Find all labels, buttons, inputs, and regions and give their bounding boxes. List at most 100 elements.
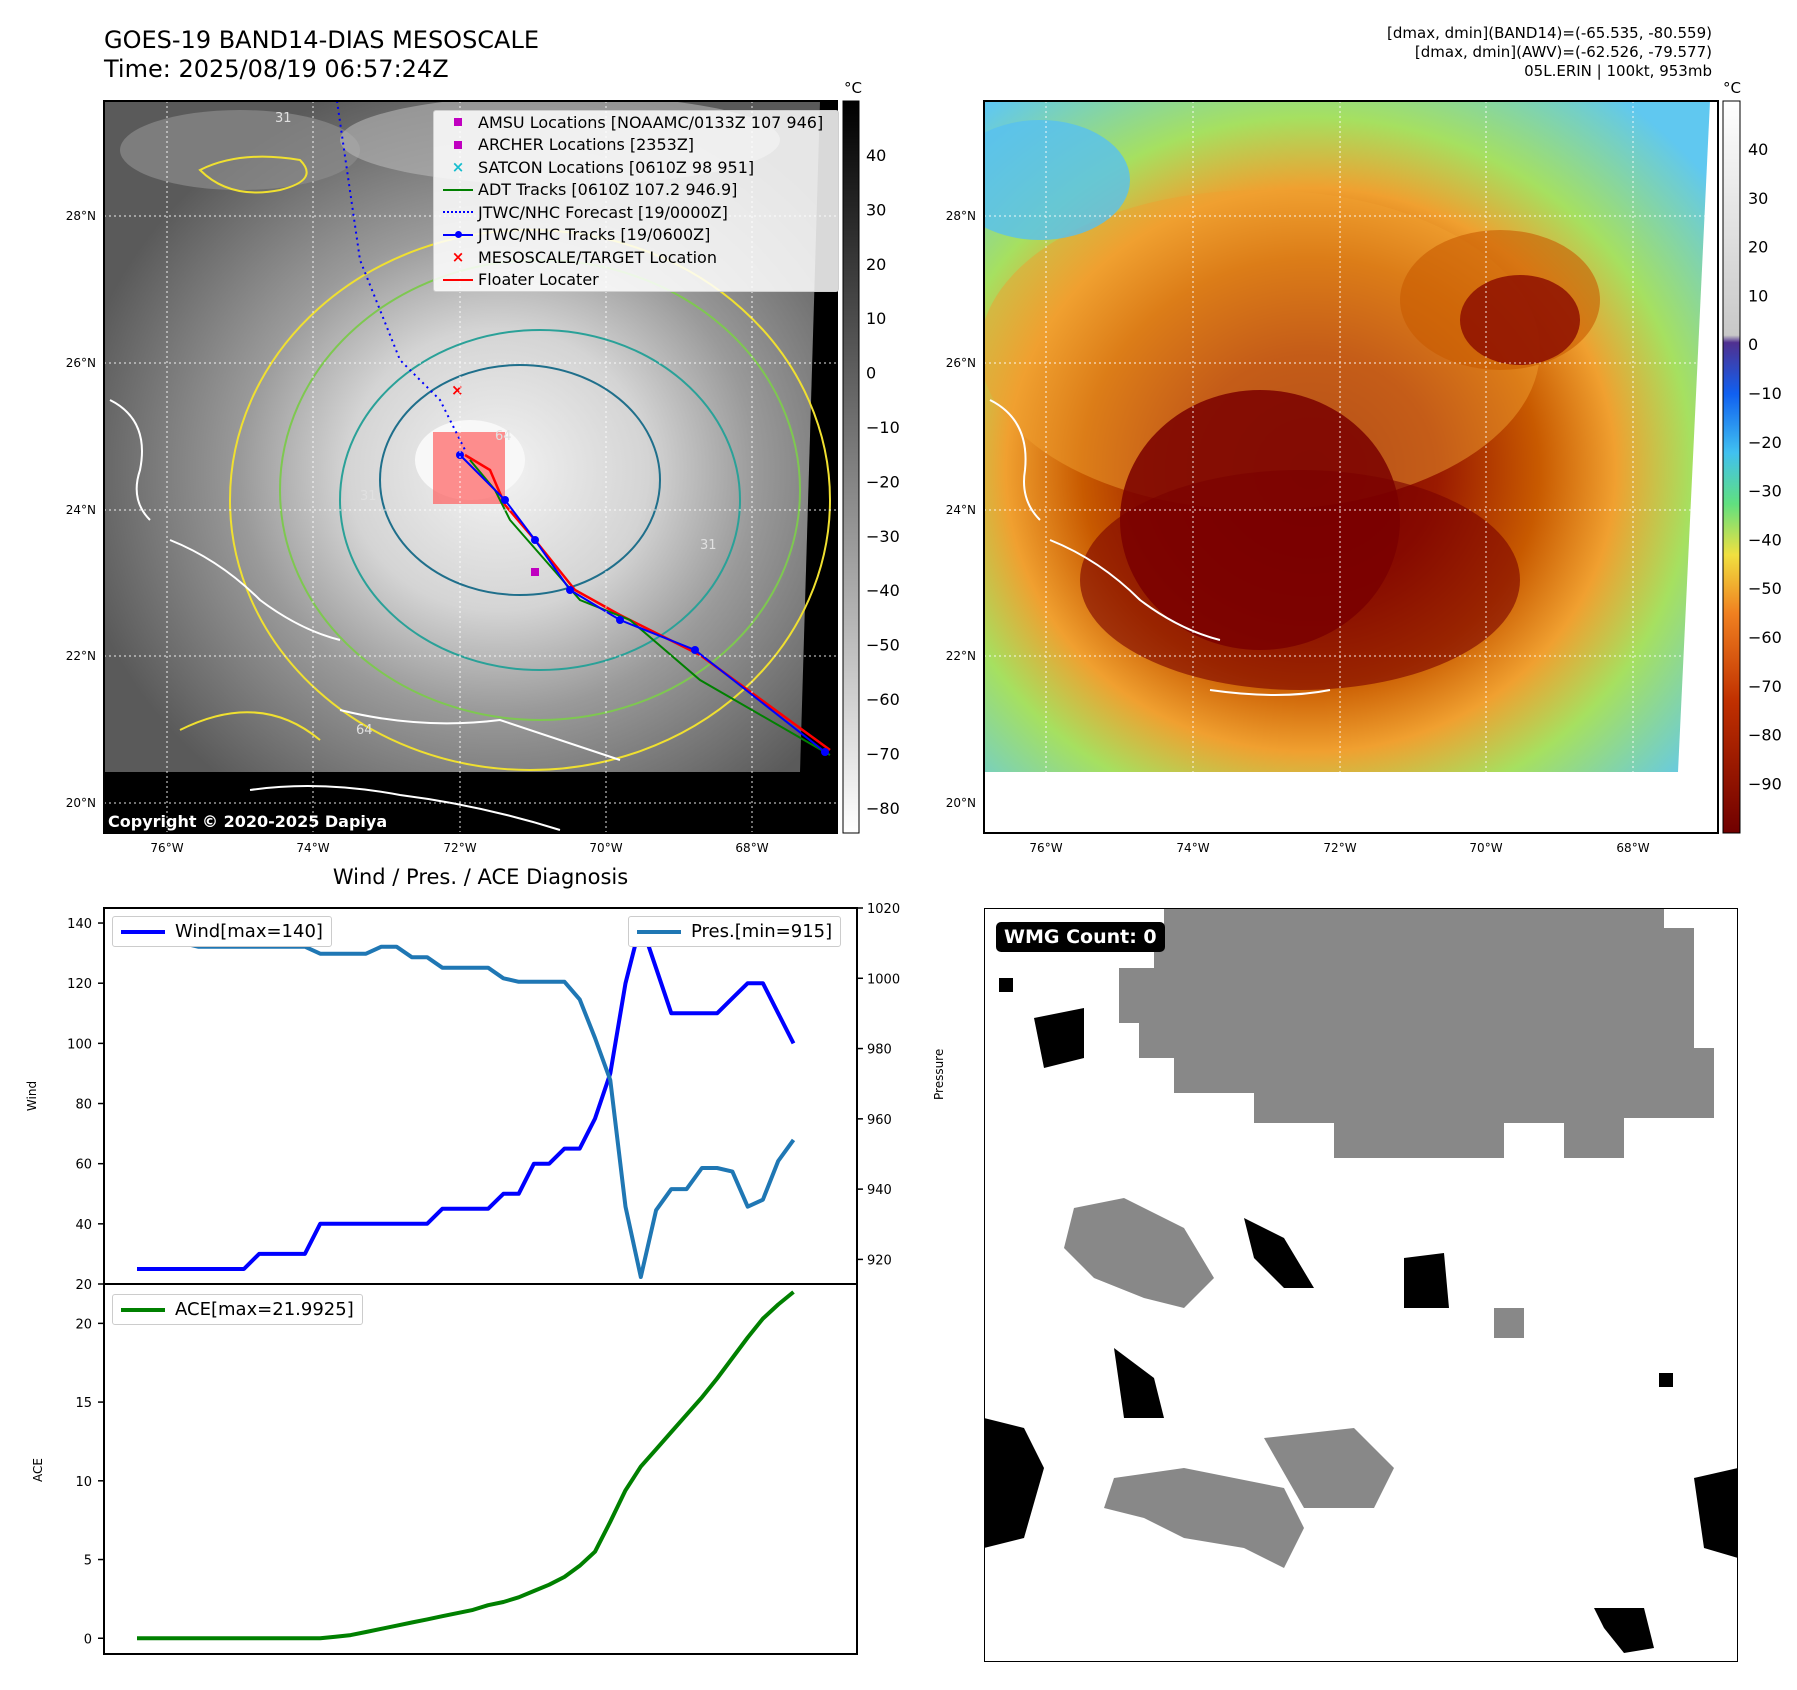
colorbar-gray [842, 100, 860, 834]
storm-info: [dmax, dmin](BAND14)=(-65.535, -80.559) … [1387, 24, 1712, 81]
y-tick-label: 120 [67, 977, 92, 992]
colorbar-tick: −10 [866, 418, 900, 437]
lon-label: 70°W [589, 841, 622, 855]
colorbar-tick: −80 [866, 799, 900, 818]
pressure-legend: Pres.[min=915] [628, 916, 842, 947]
colorbar-tick: −40 [866, 581, 900, 600]
colorbar-tick: 10 [866, 309, 886, 328]
ace-series-line [137, 1290, 795, 1641]
legend-label: Floater Locater [478, 270, 599, 290]
pressure-legend-swatch [637, 929, 681, 934]
svg-text:64: 64 [356, 723, 373, 738]
pressure-series-line [137, 923, 796, 1279]
svg-text:31: 31 [700, 538, 717, 553]
lon-label: 70°W [1469, 841, 1502, 855]
colorbar-tick: −30 [1748, 482, 1782, 501]
colorbar-tick: 0 [1748, 335, 1758, 354]
lon-label: 76°W [150, 841, 183, 855]
y-tick-label: 80 [75, 1098, 92, 1113]
map-legend: AMSU Locations [NOAAMC/0133Z 107 946] ARC… [433, 110, 839, 292]
ace-legend: ACE[max=21.9925] [112, 1294, 363, 1325]
contour-labels: 31 64 64 31 31 [275, 111, 717, 738]
lon-label: 68°W [1616, 841, 1649, 855]
legend-item: AMSU Locations [NOAAMC/0133Z 107 946] [438, 111, 834, 134]
colorbar-tick: 0 [866, 364, 876, 383]
y2-tick-label: 960 [867, 1113, 892, 1128]
colorbar-tick: 30 [1748, 189, 1768, 208]
colorbar-tick: 40 [866, 146, 886, 165]
colorbar-gray-ticks: 40 30 20 10 0 −10 −20 −30 −40 −50 −60 −70 −80 [866, 146, 900, 818]
svg-text:×: × [451, 381, 464, 399]
y-tick-label: 140 [67, 917, 92, 932]
colorbar-tick: −70 [866, 744, 900, 763]
colorbar-tick: −80 [1748, 726, 1782, 745]
wind-series-line [137, 921, 796, 1271]
info-band14: [dmax, dmin](BAND14)=(-65.535, -80.559) [1387, 24, 1712, 42]
legend-label: ARCHER Locations [2353Z] [478, 135, 695, 155]
ace-legend-label: ACE[max=21.9925] [175, 1299, 354, 1320]
pressure-axis-label-visible: Pressure [932, 1048, 946, 1100]
colorbar-tick: 20 [866, 255, 886, 274]
legend-item: × MESOSCALE/TARGET Location [438, 246, 834, 269]
legend-item: Floater Locater [438, 269, 834, 292]
colorbar-tick: −10 [1748, 384, 1782, 403]
y-tick-label: 60 [75, 1158, 92, 1173]
colorbar-tick: 30 [866, 200, 886, 219]
legend-symbol [438, 230, 478, 238]
lat-label: 28°N [946, 209, 976, 223]
title-line-2: Time: 2025/08/19 06:57:24Z [104, 55, 449, 83]
colorbar-tick: −70 [1748, 677, 1782, 696]
wmg-mask-panel [984, 908, 1738, 1662]
legend-symbol [438, 188, 478, 191]
lat-label: 20°N [66, 796, 96, 810]
legend-symbol: × [451, 158, 465, 177]
wind-pres-axes [103, 907, 858, 1285]
target-box [433, 432, 505, 504]
y-tick-label: 0 [84, 1632, 92, 1647]
colorbar-tick: −30 [866, 527, 900, 546]
chart-title: GOES-19 BAND14-DIAS MESOSCALE Time: 2025… [104, 26, 539, 84]
ace-axis-label: ACE [31, 1458, 45, 1482]
lat-label: 20°N [946, 796, 976, 810]
lon-label: 76°W [1029, 841, 1062, 855]
y2-tick-label: 980 [867, 1043, 892, 1058]
ace-axes [103, 1283, 858, 1655]
legend-symbol [438, 278, 478, 281]
y2-tick-label: 1020 [867, 902, 900, 917]
legend-symbol [438, 211, 478, 214]
colorbar-tick: −50 [1748, 579, 1782, 598]
colorbar-tick: 40 [1748, 140, 1768, 159]
y2-tick-label: 940 [867, 1183, 892, 1198]
colorbar-tick: 20 [1748, 238, 1768, 257]
colorbar-tick: 10 [1748, 286, 1768, 305]
legend-item: ADT Tracks [0610Z 107.2 946.9] [438, 179, 834, 202]
wind-axis-label: Wind [25, 1081, 39, 1111]
colorbar-color [1722, 100, 1741, 834]
colorbar-tick: −20 [866, 472, 900, 491]
legend-label: MESOSCALE/TARGET Location [478, 247, 717, 267]
lon-label: 74°W [1176, 841, 1209, 855]
y-tick-label: 20 [75, 1317, 92, 1332]
wind-legend: Wind[max=140] [112, 916, 332, 947]
lat-label: 26°N [946, 356, 976, 370]
legend-item: JTWC/NHC Forecast [19/0000Z] [438, 201, 834, 224]
lon-label: 72°W [443, 841, 476, 855]
wmg-count-badge: WMG Count: 0 [996, 922, 1165, 952]
y-tick-label: 15 [75, 1396, 92, 1411]
lat-label: 24°N [946, 503, 976, 517]
legend-label: AMSU Locations [NOAAMC/0133Z 107 946] [478, 112, 824, 132]
diagnosis-title: Wind / Pres. / ACE Diagnosis [332, 865, 629, 889]
legend-symbol [438, 140, 478, 149]
legend-label: JTWC/NHC Tracks [19/0600Z] [478, 225, 711, 245]
colorbar-unit: °C [844, 79, 862, 97]
legend-label: ADT Tracks [0610Z 107.2 946.9] [478, 180, 738, 200]
info-storm: 05L.ERIN | 100kt, 953mb [1524, 62, 1712, 80]
y2-tick-label: 920 [867, 1253, 892, 1268]
colorbar-tick: −40 [1748, 530, 1782, 549]
y-tick-label: 40 [75, 1218, 92, 1233]
svg-text:31: 31 [275, 111, 292, 126]
y-tick-label: 10 [75, 1475, 92, 1490]
lat-label: 26°N [66, 356, 96, 370]
lat-label: 24°N [66, 503, 96, 517]
